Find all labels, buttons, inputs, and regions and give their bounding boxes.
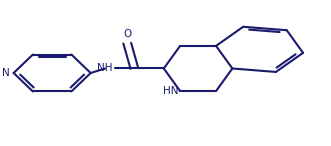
Text: N: N xyxy=(2,68,10,78)
Text: HN: HN xyxy=(163,86,178,97)
Text: O: O xyxy=(123,29,131,39)
Text: NH: NH xyxy=(97,64,113,73)
